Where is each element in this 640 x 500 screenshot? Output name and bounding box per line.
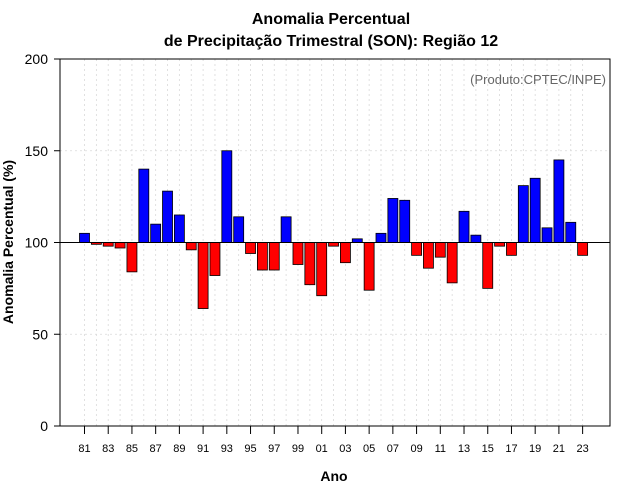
bar-1988: [162, 190, 173, 243]
axes: 0 50 100 150 200 81 83 85 87 89 91 93 95 97 99 01 03 05 07…: [25, 51, 611, 455]
bar-1992: [209, 242, 221, 276]
x-tick-label: 19: [529, 443, 541, 455]
x-tick-label: 87: [150, 443, 162, 455]
bars: [79, 150, 589, 309]
y-tick-label: 200: [25, 51, 49, 67]
bar-2006: [375, 232, 387, 243]
bar-2021: [553, 159, 565, 243]
x-tick-label: 89: [173, 443, 185, 455]
bar-2014: [470, 234, 482, 243]
bar-1990: [185, 242, 197, 251]
x-tick-label: 95: [244, 443, 256, 455]
bar-2010: [423, 242, 434, 269]
bar-1991: [197, 242, 209, 309]
y-axis-label: Anomalia Percentual (%): [0, 160, 16, 324]
bar-2017: [506, 242, 517, 256]
chart-title-line1: Anomalia Percentual: [252, 11, 410, 28]
bar-1984: [114, 242, 126, 249]
bar-2013: [458, 210, 470, 243]
credit-text: (Produto:CPTEC/INPE): [470, 72, 606, 87]
x-tick-label: 23: [576, 443, 588, 455]
x-tick-label: 81: [78, 443, 90, 455]
x-tick-label: 17: [505, 443, 517, 455]
bar-2011: [434, 242, 446, 258]
x-tick-label: 09: [410, 443, 422, 455]
bar-2001: [316, 242, 328, 297]
bar-1994: [233, 216, 245, 243]
x-tick-label: 07: [387, 443, 399, 455]
bar-2018: [517, 185, 529, 243]
bar-2007: [387, 198, 399, 243]
bar-1995: [245, 242, 256, 254]
bar-2002: [328, 242, 339, 247]
x-tick-label: 99: [292, 443, 304, 455]
x-tick-label: 93: [221, 443, 233, 455]
bar-1998: [280, 216, 292, 243]
bar-1986: [138, 168, 150, 243]
y-tick-label: 100: [25, 235, 49, 251]
bar-2012: [446, 242, 458, 284]
bar-2020: [541, 227, 553, 243]
bar-1996: [256, 242, 268, 271]
bar-1993: [221, 150, 233, 243]
x-tick-label: 01: [316, 443, 328, 455]
x-tick-label: 15: [482, 443, 494, 455]
x-tick-label: 11: [435, 443, 446, 455]
bar-2009: [411, 242, 422, 256]
bar-2004: [351, 238, 363, 243]
bar-2019: [529, 177, 541, 243]
x-tick-label: 83: [102, 443, 114, 455]
bar-1997: [268, 242, 280, 271]
bar-1999: [292, 242, 304, 265]
y-tick-label: 0: [40, 418, 48, 434]
bar-1989: [173, 214, 185, 243]
bar-2015: [482, 242, 494, 289]
x-tick-label: 21: [553, 443, 565, 455]
x-tick-label: 85: [126, 443, 138, 455]
x-tick-label: 91: [197, 443, 209, 455]
bar-2003: [340, 242, 351, 264]
x-axis-label: Ano: [320, 468, 347, 484]
bar-1983: [102, 242, 114, 247]
x-tick-label: 97: [268, 443, 280, 455]
bar-1987: [150, 223, 162, 243]
chart-title-line2: de Precipitação Trimestral (SON): Região…: [164, 33, 498, 50]
bar-1985: [126, 242, 138, 273]
bar-2005: [363, 242, 375, 291]
gridlines: [60, 59, 610, 426]
bar-2023: [577, 242, 589, 256]
x-tick-label: 03: [339, 443, 351, 455]
bar-1981: [79, 232, 90, 243]
x-tick-label: 13: [458, 443, 470, 455]
y-tick-label: 50: [32, 326, 48, 342]
x-tick-label: 05: [363, 443, 375, 455]
y-tick-label: 150: [25, 143, 49, 159]
bar-2016: [494, 242, 506, 247]
bar-2022: [565, 221, 577, 243]
bar-2008: [399, 199, 411, 243]
bar-2000: [304, 242, 316, 286]
